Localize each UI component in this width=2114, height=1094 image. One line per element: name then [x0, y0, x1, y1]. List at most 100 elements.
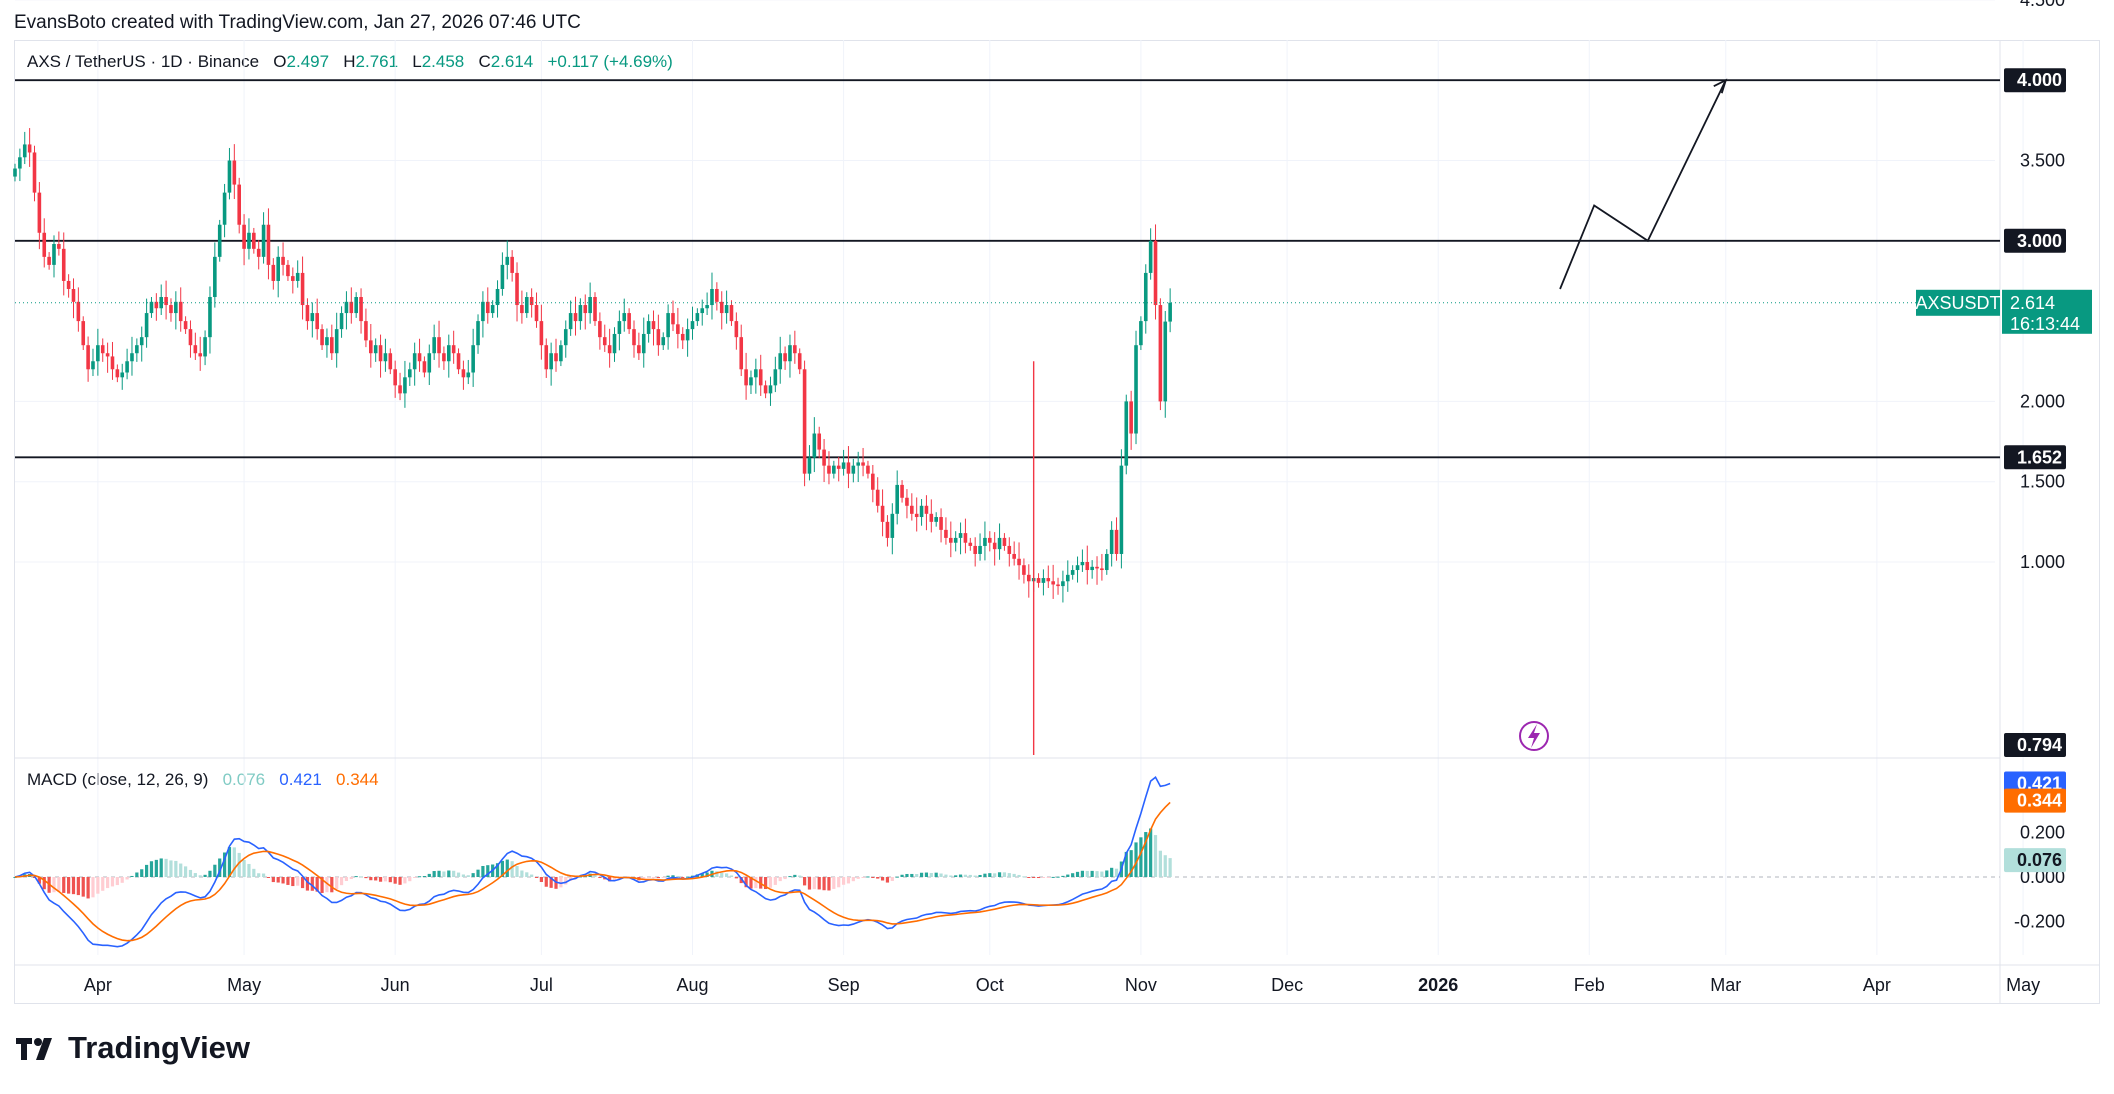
level-badge-bg	[2004, 228, 2066, 253]
macd-histogram-bar	[403, 877, 407, 884]
candle-body	[641, 333, 646, 354]
candle-body	[797, 353, 802, 370]
candle-body	[866, 465, 870, 474]
macd-histogram-bar	[778, 877, 782, 882]
alert-lightning-bolt	[1528, 724, 1540, 748]
macd-histogram-bar	[188, 869, 193, 877]
level-badge-bg	[2004, 445, 2066, 470]
macd-histogram-bar	[81, 877, 85, 897]
candle-body	[671, 313, 675, 325]
candle-body	[456, 353, 461, 370]
candle-body	[1070, 570, 1075, 575]
macd-histogram-bar	[905, 873, 909, 877]
macd-histogram-bar	[793, 874, 797, 877]
macd-histogram-bar	[466, 875, 470, 877]
time-tick-label: Oct	[976, 975, 1004, 995]
candle-body	[1090, 566, 1094, 571]
macd-histogram-bar	[910, 873, 914, 877]
candle-body	[61, 248, 66, 281]
candle-body	[1012, 553, 1016, 559]
candle-body	[1119, 465, 1124, 554]
macd-histogram-bar	[890, 877, 894, 881]
candle-body	[559, 345, 563, 362]
candle-body	[788, 345, 792, 362]
macd-histogram-bar	[110, 877, 115, 887]
tradingview-brand[interactable]: TradingView	[68, 1030, 251, 1065]
candle-body	[856, 462, 861, 466]
macd-histogram-bar	[1046, 877, 1050, 878]
macd-histogram-bar	[686, 876, 690, 878]
time-tick-label: Jun	[381, 975, 410, 995]
macd-histogram-bar	[880, 877, 885, 881]
candle-body	[529, 297, 534, 306]
macd-histogram-bar	[681, 877, 685, 878]
projection-arrowhead	[1713, 78, 1728, 94]
candle-body	[383, 353, 388, 362]
candle-body	[222, 192, 227, 225]
candle-body	[183, 321, 188, 330]
candle-body	[802, 369, 807, 474]
macd-histogram-bar	[257, 873, 261, 877]
macd-histogram-bar	[325, 877, 329, 893]
macd-histogram-bar	[37, 877, 41, 884]
candle-body	[178, 301, 183, 322]
macd-histogram-bar	[651, 877, 656, 878]
macd-histogram-bar	[1022, 876, 1026, 878]
macd-histogram-bar	[1095, 871, 1099, 877]
candle-body	[1095, 566, 1099, 569]
candle-body	[793, 345, 797, 354]
candle-body	[490, 305, 495, 314]
candle-body	[130, 353, 134, 362]
candle-body	[656, 329, 661, 346]
candle-body	[52, 244, 56, 265]
candle-body	[451, 345, 456, 354]
candle-body	[1041, 578, 1046, 583]
candle-body	[997, 537, 1002, 550]
tradingview-logo-icon[interactable]	[16, 1036, 60, 1067]
candle-body	[880, 505, 885, 522]
macd-histogram-bar	[661, 877, 665, 879]
macd-histogram-bar	[179, 863, 183, 877]
candle-body	[344, 301, 349, 314]
hist-badge-bg	[2004, 848, 2066, 873]
candle-body	[334, 329, 339, 354]
candle-body	[705, 305, 709, 309]
candle-body	[1109, 529, 1114, 554]
macd-histogram-bar	[1017, 874, 1021, 877]
macd-histogram-bar	[798, 875, 802, 877]
macd-histogram-bar	[744, 877, 748, 888]
macd-histogram-bar	[203, 874, 207, 877]
candle-body	[871, 473, 875, 490]
candle-body	[71, 288, 76, 302]
macd-histogram-bar	[222, 852, 227, 877]
candle-body	[354, 297, 358, 314]
candle-body	[76, 301, 81, 322]
candle-body	[758, 369, 763, 386]
macd-histogram-bar	[578, 876, 582, 878]
macd-histogram-bar	[261, 873, 266, 877]
candle-body	[812, 433, 817, 458]
macd-histogram-bar	[218, 858, 222, 877]
candle-body	[96, 345, 100, 362]
macd-histogram-bar	[398, 877, 402, 885]
macd-histogram-bar	[1090, 870, 1094, 877]
candle-body	[1129, 401, 1133, 434]
macd-histogram-bar	[642, 877, 646, 880]
macd-histogram-bar	[715, 871, 719, 877]
macd-histogram-bar	[1168, 858, 1172, 877]
macd-histogram-bar	[812, 877, 816, 890]
macd-histogram-bar	[832, 877, 836, 889]
macd-histogram-bar	[154, 859, 158, 877]
candle-body	[783, 353, 787, 362]
macd-histogram-bar	[62, 877, 66, 893]
macd-histogram-bar	[144, 864, 149, 877]
macd-histogram-bar	[408, 877, 412, 882]
macd-histogram-bar	[271, 877, 275, 883]
macd-histogram-bar	[237, 852, 241, 877]
candle-body	[627, 313, 631, 330]
macd-histogram-bar	[900, 874, 904, 877]
candle-body	[1051, 581, 1055, 585]
macd-histogram-bar	[359, 876, 363, 878]
candle-body	[1007, 545, 1012, 554]
